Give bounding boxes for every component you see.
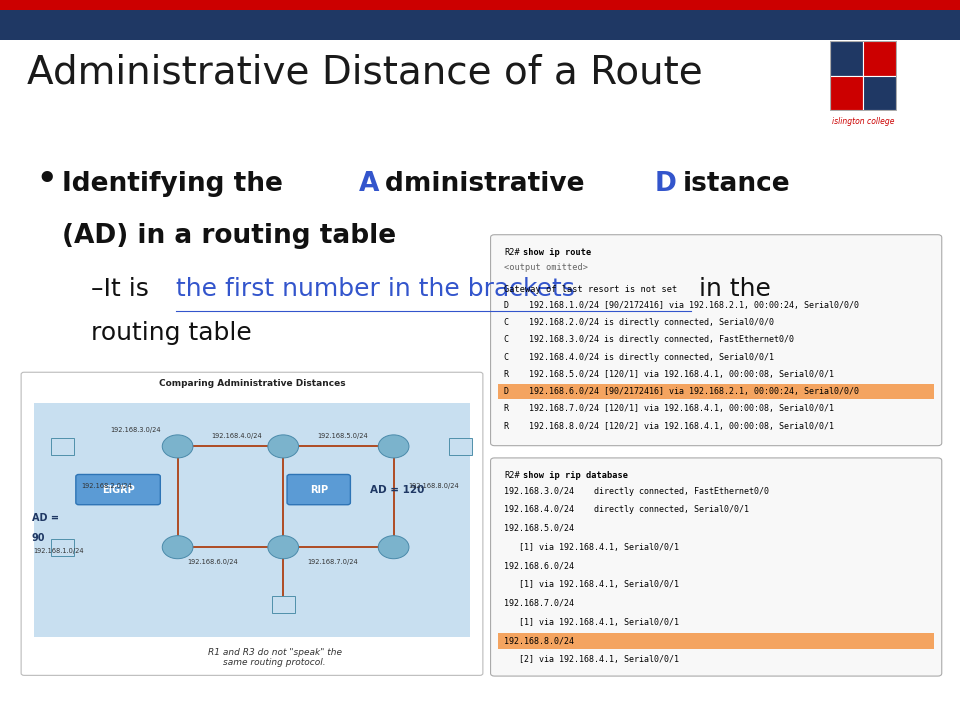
Text: 90: 90 — [32, 533, 45, 543]
Text: R    192.168.7.0/24 [120/1] via 192.168.4.1, 00:00:08, Serial0/0/1: R 192.168.7.0/24 [120/1] via 192.168.4.1… — [504, 405, 834, 413]
Bar — [863, 76, 896, 110]
Bar — [449, 438, 472, 455]
Text: 192.168.2.0/24: 192.168.2.0/24 — [82, 483, 132, 489]
Circle shape — [162, 435, 193, 458]
Text: Administrative Distance of a Route: Administrative Distance of a Route — [27, 53, 703, 91]
FancyBboxPatch shape — [76, 474, 160, 505]
Text: D    192.168.1.0/24 [90/2172416] via 192.168.2.1, 00:00:24, Serial0/0/0: D 192.168.1.0/24 [90/2172416] via 192.16… — [504, 301, 859, 310]
Circle shape — [378, 435, 409, 458]
Text: –It is: –It is — [91, 277, 157, 302]
Bar — [830, 41, 863, 76]
Text: 192.168.8.0/24: 192.168.8.0/24 — [504, 636, 574, 645]
Text: (AD) in a routing table: (AD) in a routing table — [62, 223, 396, 249]
Text: Comparing Administrative Distances: Comparing Administrative Distances — [158, 379, 346, 388]
Text: the first number in the brackets: the first number in the brackets — [177, 277, 575, 302]
FancyBboxPatch shape — [287, 474, 350, 505]
Bar — [272, 596, 295, 613]
Bar — [34, 403, 470, 637]
Text: show ip route: show ip route — [523, 248, 591, 256]
Text: dministrative: dministrative — [386, 171, 594, 197]
Text: <output omitted>: <output omitted> — [504, 264, 588, 272]
Text: R    192.168.8.0/24 [120/2] via 192.168.4.1, 00:00:08, Serial0/0/1: R 192.168.8.0/24 [120/2] via 192.168.4.1… — [504, 422, 834, 431]
Text: Identifying the: Identifying the — [62, 171, 293, 197]
Bar — [498, 384, 934, 399]
Text: AD =: AD = — [32, 513, 59, 523]
Bar — [830, 76, 863, 110]
Text: D    192.168.6.0/24 [90/2172416] via 192.168.2.1, 00:00:24, Serial0/0/0: D 192.168.6.0/24 [90/2172416] via 192.16… — [504, 387, 859, 396]
Text: R2#: R2# — [504, 471, 519, 480]
Text: 192.168.4.0/24    directly connected, Serial0/0/1: 192.168.4.0/24 directly connected, Seria… — [504, 505, 749, 514]
Bar — [51, 539, 74, 556]
Text: R    192.168.5.0/24 [120/1] via 192.168.4.1, 00:00:08, Serial0/0/1: R 192.168.5.0/24 [120/1] via 192.168.4.1… — [504, 370, 834, 379]
Text: AD = 120: AD = 120 — [370, 485, 424, 495]
Text: EIGRP: EIGRP — [102, 485, 134, 495]
FancyBboxPatch shape — [491, 458, 942, 676]
Text: 192.168.1.0/24: 192.168.1.0/24 — [34, 548, 84, 554]
Bar — [863, 41, 896, 76]
Text: 192.168.7.0/24: 192.168.7.0/24 — [504, 599, 574, 608]
Text: C    192.168.2.0/24 is directly connected, Serial0/0/0: C 192.168.2.0/24 is directly connected, … — [504, 318, 774, 327]
Text: [1] via 192.168.4.1, Serial0/0/1: [1] via 192.168.4.1, Serial0/0/1 — [504, 618, 679, 626]
Text: [1] via 192.168.4.1, Serial0/0/1: [1] via 192.168.4.1, Serial0/0/1 — [504, 580, 679, 589]
Bar — [51, 438, 74, 455]
Text: 192.168.4.0/24: 192.168.4.0/24 — [211, 433, 262, 438]
FancyBboxPatch shape — [21, 372, 483, 675]
Text: [1] via 192.168.4.1, Serial0/0/1: [1] via 192.168.4.1, Serial0/0/1 — [504, 543, 679, 552]
Text: R2#: R2# — [504, 248, 519, 256]
Circle shape — [268, 435, 299, 458]
Text: C    192.168.3.0/24 is directly connected, FastEthernet0/0: C 192.168.3.0/24 is directly connected, … — [504, 336, 794, 344]
Text: show ip rip database: show ip rip database — [523, 471, 628, 480]
FancyBboxPatch shape — [491, 235, 942, 446]
Text: in the: in the — [691, 277, 771, 302]
Text: A: A — [359, 171, 379, 197]
Bar — [498, 633, 934, 649]
Text: 192.168.3.0/24    directly connected, FastEthernet0/0: 192.168.3.0/24 directly connected, FastE… — [504, 487, 769, 495]
Text: 192.168.6.0/24: 192.168.6.0/24 — [504, 562, 574, 570]
Circle shape — [268, 536, 299, 559]
Text: 192.168.5.0/24: 192.168.5.0/24 — [317, 433, 368, 438]
Text: 192.168.8.0/24: 192.168.8.0/24 — [408, 483, 459, 489]
Text: C    192.168.4.0/24 is directly connected, Serial0/0/1: C 192.168.4.0/24 is directly connected, … — [504, 353, 774, 361]
Text: •: • — [36, 164, 57, 196]
Text: istance: istance — [683, 171, 790, 197]
Text: 192.168.3.0/24: 192.168.3.0/24 — [110, 427, 161, 433]
Text: RIP: RIP — [310, 485, 327, 495]
Bar — [830, 41, 896, 110]
Text: 192.168.5.0/24: 192.168.5.0/24 — [504, 524, 574, 533]
Text: routing table: routing table — [91, 320, 252, 345]
Text: 192.168.6.0/24: 192.168.6.0/24 — [187, 559, 238, 564]
Text: D: D — [655, 171, 677, 197]
Text: R1 and R3 do not "speak" the
same routing protocol.: R1 and R3 do not "speak" the same routin… — [207, 648, 342, 667]
Text: [2] via 192.168.4.1, Serial0/0/1: [2] via 192.168.4.1, Serial0/0/1 — [504, 655, 679, 664]
Circle shape — [162, 536, 193, 559]
Circle shape — [378, 536, 409, 559]
Text: islington college: islington college — [831, 117, 895, 125]
Text: Gateway of last resort is not set: Gateway of last resort is not set — [504, 285, 677, 294]
Text: 192.168.7.0/24: 192.168.7.0/24 — [307, 559, 358, 564]
